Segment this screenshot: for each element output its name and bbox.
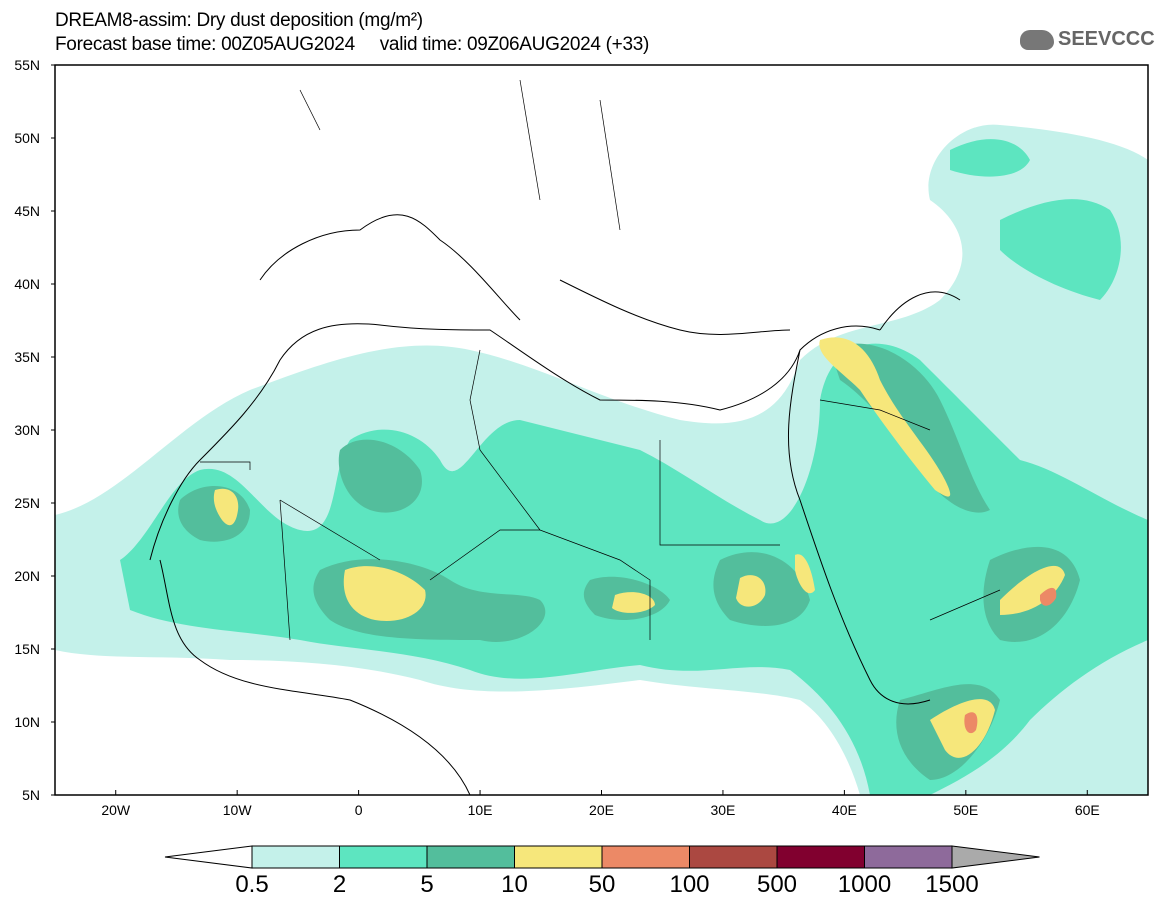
colorbar-swatch	[864, 845, 953, 869]
map-title: DREAM8-assim: Dry dust deposition (mg/m²…	[55, 10, 423, 31]
lat-label: 20N	[14, 568, 40, 584]
lon-label: 50E	[953, 802, 978, 818]
seevccc-logo: SEEVCCC	[1020, 28, 1155, 51]
lat-axis: 55N 50N 45N 40N 35N 30N 25N 20N 15N 10N 5N	[14, 57, 55, 803]
lat-label: 15N	[14, 641, 40, 657]
lat-label: 5N	[22, 787, 40, 803]
colorbar-label: 1000	[838, 871, 891, 898]
lat-label: 45N	[14, 203, 40, 219]
lat-label: 55N	[14, 57, 40, 73]
colorbar-label: 2	[333, 871, 346, 898]
lon-label: 40E	[832, 802, 857, 818]
colorbar-label: 5	[420, 871, 433, 898]
lat-label: 35N	[14, 349, 40, 365]
colorbar-label: 0.5	[235, 871, 268, 898]
colorbar-label: 500	[757, 871, 797, 898]
lon-label: 10E	[468, 802, 493, 818]
lat-label: 25N	[14, 495, 40, 511]
dust-level-10	[213, 337, 1065, 758]
cloud-icon	[1020, 29, 1054, 50]
coastline	[149, 214, 961, 795]
lon-label: 20E	[589, 802, 614, 818]
dust-level-5	[178, 343, 1080, 780]
colorbar-swatch	[689, 845, 778, 869]
colorbar-swatch	[426, 845, 515, 869]
lon-label: 60E	[1075, 802, 1100, 818]
colorbar-label: 10	[501, 871, 528, 898]
lon-label: 30E	[710, 802, 735, 818]
colorbar-label: 1500	[925, 871, 978, 898]
colorbar-high-arrow	[951, 845, 1040, 869]
colorbar-swatch	[601, 845, 690, 869]
colorbar-low-arrow	[164, 845, 253, 869]
dust-field	[55, 79, 1148, 795]
lat-label: 50N	[14, 130, 40, 146]
lat-label: 30N	[14, 422, 40, 438]
lon-label: 10W	[223, 802, 253, 818]
colorbar-swatch	[339, 845, 428, 869]
lat-label: 10N	[14, 714, 40, 730]
colorbar-swatch	[251, 845, 340, 869]
borders	[200, 79, 1001, 641]
map-subtitle: Forecast base time: 00Z05AUG2024 valid t…	[55, 34, 650, 55]
dust-level-2	[950, 139, 1121, 300]
lat-label: 40N	[14, 276, 40, 292]
lon-axis: 20W 10W 0 10E 20E 30E 40E 50E 60E	[101, 790, 1100, 818]
dust-level-50	[964, 587, 1057, 734]
colorbar-swatch	[514, 845, 603, 869]
lon-label: 0	[355, 802, 363, 818]
colorbar-swatch	[776, 845, 865, 869]
colorbar: 0.5 2 5 10 50 100 500 1000 1500	[164, 845, 1040, 898]
colorbar-label: 100	[669, 871, 709, 898]
colorbar-label: 50	[589, 871, 616, 898]
lon-label: 20W	[101, 802, 131, 818]
